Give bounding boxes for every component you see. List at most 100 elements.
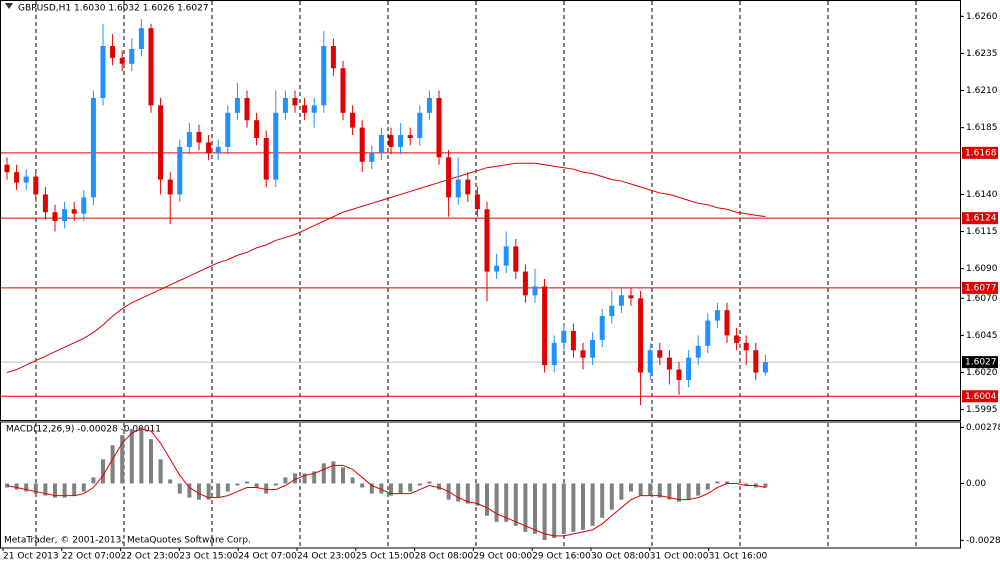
chart-title: GBPUSD,H1 1.6030 1.6032 1.6026 1.6027 bbox=[18, 4, 209, 14]
x-tick-label: 29 Oct 16:00 bbox=[532, 552, 591, 562]
macd-bar bbox=[158, 459, 163, 484]
y-tick-label: 1.6210 bbox=[966, 86, 998, 96]
candle-body bbox=[4, 164, 10, 173]
candle-body bbox=[206, 142, 212, 153]
macd-bar bbox=[600, 483, 605, 518]
macd-bar bbox=[465, 483, 470, 504]
macd-bar bbox=[417, 483, 422, 486]
candle-body bbox=[407, 135, 413, 139]
candle-body bbox=[561, 330, 567, 343]
macd-bar bbox=[283, 477, 288, 484]
macd-bar bbox=[206, 483, 211, 500]
candle-body bbox=[378, 135, 384, 153]
macd-bar bbox=[609, 483, 614, 510]
candle-body bbox=[705, 320, 711, 346]
macd-bar bbox=[369, 483, 374, 494]
candle-body bbox=[628, 295, 634, 299]
candle-body bbox=[52, 212, 58, 222]
candle-body bbox=[474, 194, 480, 210]
macd-signal bbox=[6, 428, 766, 537]
level-box bbox=[962, 390, 998, 403]
x-tick-label: 25 Oct 15:00 bbox=[356, 552, 415, 562]
candle-body bbox=[388, 135, 394, 147]
macd-bar bbox=[715, 481, 720, 484]
macd-bar bbox=[744, 483, 749, 486]
macd-bar bbox=[264, 483, 269, 494]
candle-body bbox=[119, 57, 125, 64]
level-label: 1.6124 bbox=[965, 214, 997, 224]
macd-bar bbox=[331, 461, 336, 484]
level-box bbox=[962, 146, 998, 159]
macd-bar bbox=[542, 483, 547, 540]
indicator-y-tick-label: 0.00278 bbox=[966, 423, 1000, 433]
candle-body bbox=[657, 350, 663, 358]
candle-body bbox=[734, 335, 740, 343]
macd-bar bbox=[235, 483, 240, 486]
macd-bar bbox=[62, 483, 67, 498]
macd-bar bbox=[273, 483, 278, 486]
y-tick-label: 1.5995 bbox=[966, 405, 998, 415]
candle-body bbox=[263, 138, 269, 180]
copyright: MetaTrader, © 2001-2013, MetaQuotes Soft… bbox=[4, 536, 251, 546]
candle-body bbox=[330, 46, 336, 69]
candle-body bbox=[90, 97, 96, 198]
candle-body bbox=[196, 132, 202, 143]
macd-bar bbox=[254, 483, 259, 488]
macd-bar bbox=[561, 483, 566, 534]
candle-body bbox=[580, 350, 586, 358]
macd-bar bbox=[139, 427, 144, 484]
macd-bar bbox=[677, 483, 681, 502]
candle-body bbox=[513, 246, 519, 272]
candle-body bbox=[436, 97, 442, 158]
macd-bar bbox=[657, 483, 662, 498]
macd-bar bbox=[149, 439, 153, 484]
main-frame bbox=[0, 0, 961, 421]
x-tick-label: 22 Oct 07:00 bbox=[62, 552, 121, 562]
macd-bar bbox=[571, 483, 576, 532]
y-tick-label: 1.6185 bbox=[966, 123, 998, 133]
macd-bar bbox=[33, 483, 38, 494]
y-tick-label: 1.6020 bbox=[966, 368, 998, 378]
candle-body bbox=[724, 310, 730, 336]
level-label: 1.6168 bbox=[965, 148, 997, 158]
macd-bar bbox=[705, 483, 710, 490]
macd-bar bbox=[485, 483, 489, 516]
macd-bar bbox=[581, 483, 585, 530]
candle-body bbox=[62, 209, 68, 222]
candle-body bbox=[590, 339, 596, 358]
candle-body bbox=[638, 298, 644, 373]
candle-body bbox=[186, 132, 192, 147]
candle-body bbox=[714, 310, 720, 321]
candle-body bbox=[302, 105, 308, 113]
candle-body bbox=[494, 265, 500, 272]
candle-body bbox=[100, 46, 106, 98]
candle-body bbox=[244, 97, 250, 121]
candle-body bbox=[81, 197, 87, 214]
macd-bar bbox=[408, 483, 413, 492]
candle-body bbox=[234, 97, 240, 113]
macd-bar bbox=[14, 483, 19, 490]
candle-body bbox=[215, 146, 221, 153]
x-tick-label: 31 Oct 16:00 bbox=[709, 552, 768, 562]
moving-average bbox=[6, 162, 766, 373]
candle-body bbox=[570, 330, 576, 351]
candle-body bbox=[158, 105, 164, 180]
x-tick-label: 21 Oct 2013 bbox=[3, 552, 59, 562]
macd-bar bbox=[494, 483, 499, 522]
x-tick-label: 29 Oct 00:00 bbox=[473, 552, 532, 562]
candle-body bbox=[686, 357, 692, 380]
candle-body bbox=[398, 135, 404, 147]
candle-body bbox=[609, 305, 615, 317]
x-tick-label: 23 Oct 15:00 bbox=[179, 552, 238, 562]
indicator-title: MACD(12,26,9) -0.00028 -0.00011 bbox=[6, 425, 161, 435]
macd-bar bbox=[101, 459, 105, 484]
candle-body bbox=[359, 127, 365, 162]
candle-body bbox=[311, 105, 317, 113]
macd-bar bbox=[81, 483, 86, 492]
macd-bar bbox=[437, 483, 441, 490]
macd-bar bbox=[513, 483, 518, 526]
candle-body bbox=[743, 342, 749, 351]
current-price-label: 1.6027 bbox=[965, 358, 997, 368]
macd-bar bbox=[120, 435, 125, 484]
